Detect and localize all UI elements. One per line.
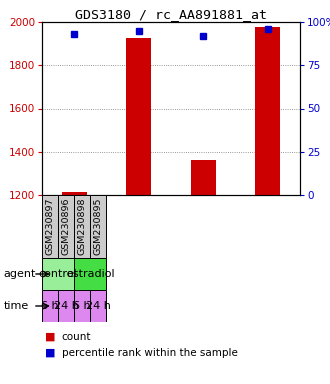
Text: percentile rank within the sample: percentile rank within the sample	[62, 348, 238, 358]
Bar	[42, 258, 74, 290]
Bar	[126, 38, 151, 195]
Bar	[58, 290, 74, 322]
Bar	[74, 290, 90, 322]
Text: agent: agent	[3, 269, 36, 279]
Text: GSM230898: GSM230898	[78, 198, 87, 255]
Text: estradiol: estradiol	[66, 269, 115, 279]
Bar	[74, 195, 90, 258]
Text: time: time	[3, 301, 29, 311]
Bar	[62, 192, 86, 195]
Text: count: count	[62, 332, 91, 342]
Text: ■: ■	[45, 332, 56, 342]
Text: 6 h: 6 h	[74, 301, 91, 311]
Bar	[74, 258, 107, 290]
Bar	[191, 161, 215, 195]
Text: control: control	[39, 269, 78, 279]
Text: GSM230896: GSM230896	[62, 198, 71, 255]
Text: 6 h: 6 h	[41, 301, 59, 311]
Bar	[42, 290, 58, 322]
Text: 24 h: 24 h	[54, 301, 79, 311]
Bar	[58, 195, 74, 258]
Bar	[42, 195, 58, 258]
Text: 24 h: 24 h	[86, 301, 111, 311]
Bar	[90, 195, 107, 258]
Text: GSM230897: GSM230897	[46, 198, 54, 255]
Bar	[255, 27, 280, 195]
Bar	[90, 290, 107, 322]
Text: ■: ■	[45, 348, 56, 358]
Title: GDS3180 / rc_AA891881_at: GDS3180 / rc_AA891881_at	[75, 8, 267, 21]
Text: GSM230895: GSM230895	[94, 198, 103, 255]
